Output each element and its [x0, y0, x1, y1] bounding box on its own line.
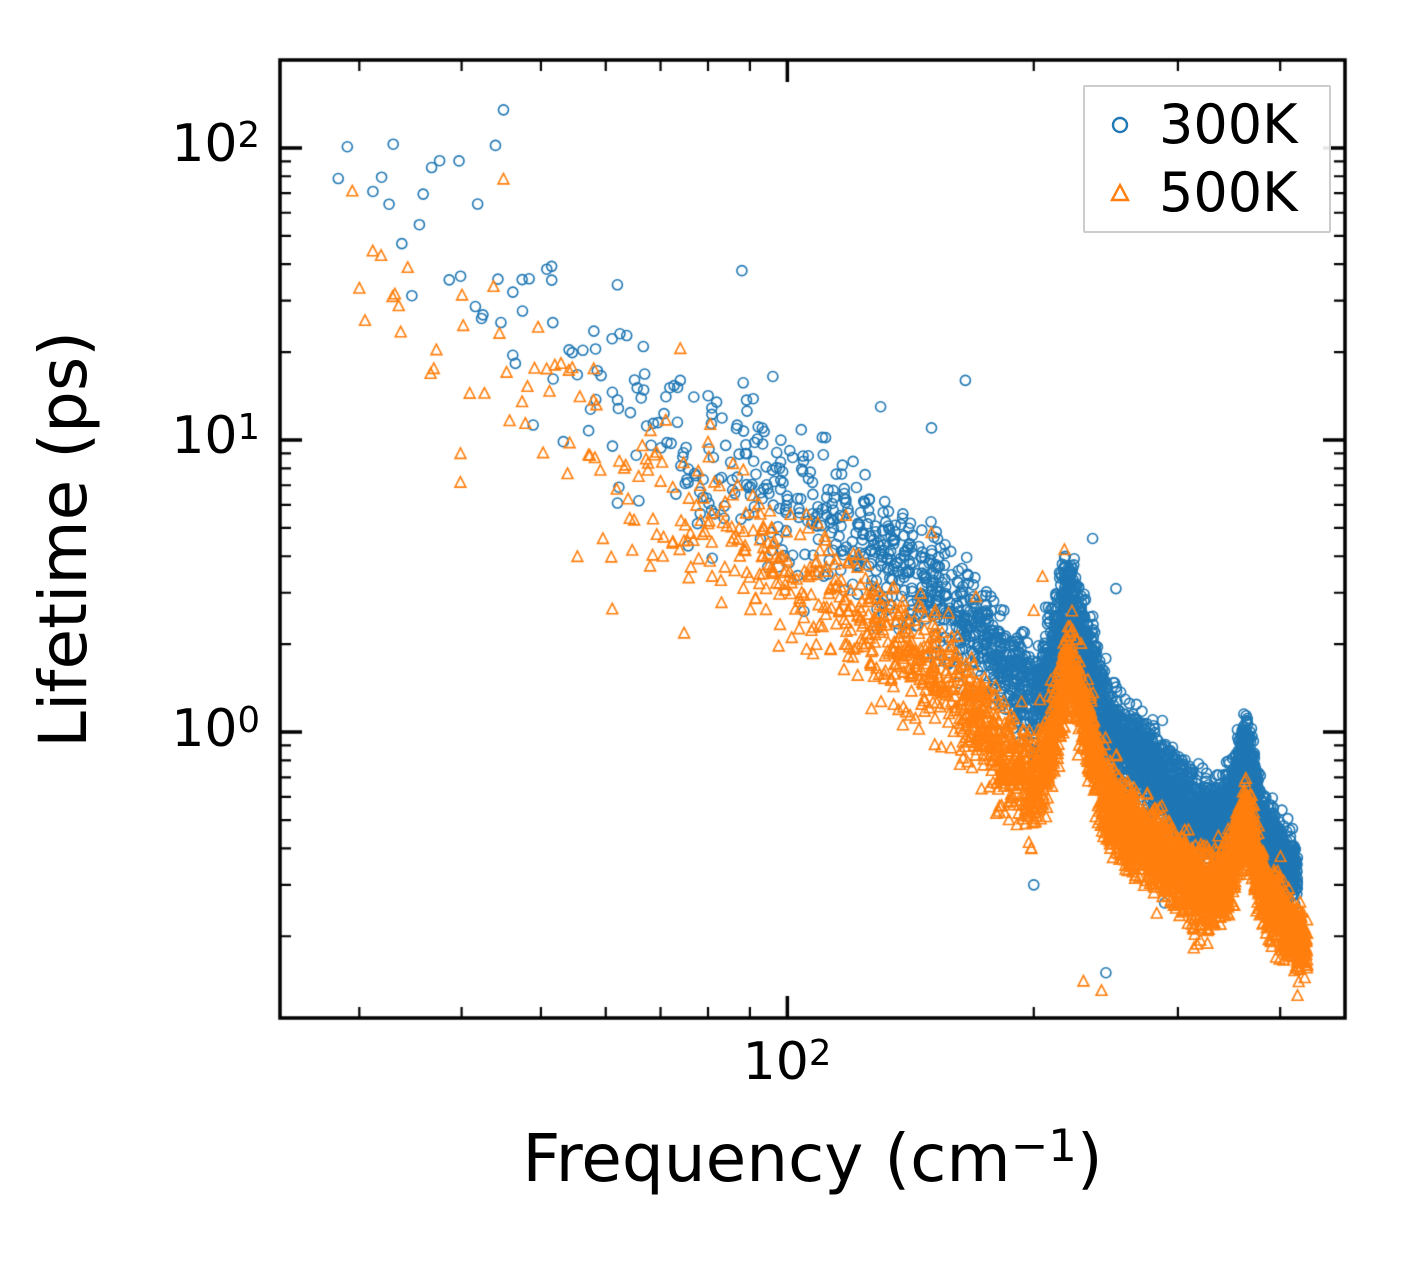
legend-label-300k: 300K — [1159, 93, 1298, 156]
legend-label-500k: 500K — [1159, 161, 1298, 224]
y-tick-label-10: 101 — [171, 406, 260, 466]
y-tick-label-100: 102 — [171, 114, 260, 174]
y-tick-label-1: 100 — [171, 699, 260, 759]
legend-item-300k: 300K — [1103, 94, 1329, 156]
circle-marker-icon — [1111, 116, 1129, 134]
legend: 300K 500K — [1083, 85, 1331, 233]
triangle-marker-icon — [1110, 182, 1130, 202]
y-axis-label: Lifetime (ps) — [24, 330, 102, 748]
x-tick-label-100: 102 — [742, 1032, 832, 1092]
legend-item-500k: 500K — [1103, 162, 1329, 224]
y-axis-label-wrap: Lifetime (ps) — [18, 60, 108, 1018]
x-axis-label: Frequency (cm−1) — [522, 1119, 1103, 1197]
